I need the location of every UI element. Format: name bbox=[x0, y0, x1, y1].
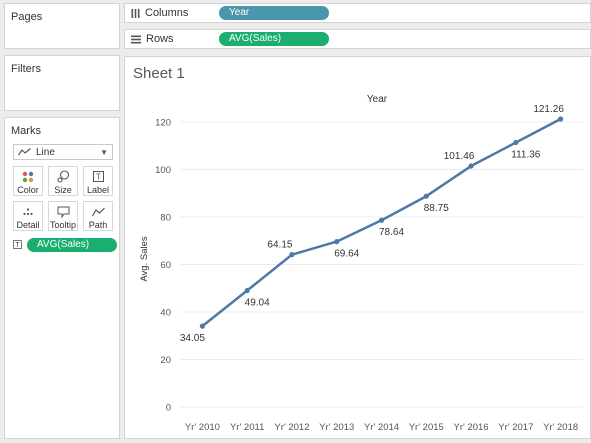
y-tick-label: 100 bbox=[155, 165, 171, 176]
marks-title: Marks bbox=[11, 125, 41, 137]
tooltip-button[interactable]: Tooltip bbox=[48, 201, 78, 231]
path-button[interactable]: Path bbox=[83, 201, 113, 231]
y-tick-label: 40 bbox=[160, 308, 171, 319]
label-icon: T bbox=[84, 169, 112, 184]
tooltip-icon bbox=[49, 204, 77, 219]
data-point[interactable] bbox=[558, 116, 564, 122]
y-tick-label: 20 bbox=[160, 355, 171, 366]
y-tick-label: 120 bbox=[155, 118, 171, 129]
detail-button[interactable]: Detail bbox=[13, 201, 43, 231]
data-point[interactable] bbox=[244, 287, 250, 294]
rows-shelf[interactable]: Rows AVG(Sales) bbox=[124, 29, 591, 49]
x-tick-label: Yr' 2017 bbox=[498, 422, 533, 433]
data-point[interactable] bbox=[513, 139, 519, 146]
label-button[interactable]: T Label bbox=[83, 166, 113, 196]
detail-button-label: Detail bbox=[16, 220, 40, 230]
columns-label-text: Columns bbox=[145, 7, 189, 19]
data-point[interactable] bbox=[199, 323, 205, 329]
rows-icon bbox=[131, 35, 141, 44]
data-point[interactable] bbox=[378, 217, 385, 223]
chevron-down-icon: ▼ bbox=[100, 147, 108, 157]
data-label: 111.36 bbox=[511, 150, 541, 161]
y-tick-label: 0 bbox=[166, 403, 171, 414]
mark-type-value: Line bbox=[36, 146, 55, 158]
year-column-pill[interactable]: Year bbox=[219, 6, 329, 20]
color-dots-icon bbox=[14, 169, 42, 184]
x-tick-label: Yr' 2016 bbox=[454, 422, 489, 433]
path-icon bbox=[84, 204, 112, 219]
data-label: 34.05 bbox=[180, 333, 205, 344]
y-tick-label: 60 bbox=[160, 260, 171, 271]
rows-shelf-label: Rows bbox=[131, 33, 174, 45]
x-tick-label: Yr' 2018 bbox=[543, 422, 578, 433]
x-tick-label: Yr' 2015 bbox=[409, 422, 444, 433]
y-axis-title: Avg. Sales bbox=[139, 236, 150, 281]
data-label: 101.46 bbox=[444, 151, 475, 162]
y-tick-label: 80 bbox=[160, 213, 171, 224]
detail-icon bbox=[14, 204, 42, 219]
label-type-icon: T bbox=[13, 240, 22, 249]
marks-label-field: T AVG(Sales) bbox=[13, 238, 117, 252]
mark-type-dropdown[interactable]: Line ▼ bbox=[13, 144, 113, 160]
filters-panel[interactable]: Filters bbox=[4, 55, 120, 111]
columns-shelf[interactable]: Columns Year bbox=[124, 3, 591, 23]
data-point[interactable] bbox=[289, 252, 295, 258]
chart-top-label: Year bbox=[367, 94, 388, 105]
columns-icon bbox=[131, 8, 140, 18]
line-mark-icon bbox=[18, 148, 32, 156]
data-point[interactable] bbox=[468, 163, 474, 169]
path-button-label: Path bbox=[88, 220, 108, 230]
x-tick-label: Yr' 2010 bbox=[185, 422, 220, 433]
color-button-label: Color bbox=[17, 185, 39, 195]
data-label: 78.64 bbox=[379, 227, 404, 238]
data-point[interactable] bbox=[334, 239, 340, 245]
size-button[interactable]: Size bbox=[48, 166, 78, 196]
x-tick-label: Yr' 2011 bbox=[230, 422, 264, 433]
avg-sales-row-pill[interactable]: AVG(Sales) bbox=[219, 32, 329, 46]
sheet-title: Sheet 1 bbox=[133, 65, 185, 82]
worksheet-view: Sheet 1 Year Avg. Sales 0 20 40 60 80 100 120 … bbox=[124, 56, 591, 439]
data-label: 64.15 bbox=[267, 240, 292, 251]
data-point[interactable] bbox=[423, 193, 429, 199]
size-icon bbox=[49, 169, 77, 184]
size-button-label: Size bbox=[54, 185, 72, 195]
tooltip-button-label: Tooltip bbox=[49, 220, 76, 230]
marks-card: Marks Line ▼ Color Size T bbox=[4, 117, 120, 439]
pages-title: Pages bbox=[11, 11, 43, 23]
rows-label-text: Rows bbox=[146, 33, 174, 45]
x-tick-label: Yr' 2013 bbox=[319, 422, 354, 433]
avg-sales-label-pill[interactable]: AVG(Sales) bbox=[27, 238, 117, 252]
columns-shelf-label: Columns bbox=[131, 7, 188, 19]
data-label: 121.26 bbox=[533, 104, 564, 115]
data-label: 88.75 bbox=[424, 203, 449, 214]
x-tick-label: Yr' 2012 bbox=[274, 422, 309, 433]
color-button[interactable]: Color bbox=[13, 166, 43, 196]
data-label: 49.04 bbox=[245, 298, 270, 309]
filters-title: Filters bbox=[11, 63, 41, 75]
label-button-label: Label bbox=[86, 185, 110, 195]
line-chart: Year Avg. Sales 0 20 40 60 80 100 120 Yr' 2010… bbox=[139, 94, 583, 433]
pages-panel[interactable]: Pages bbox=[4, 3, 120, 49]
data-label: 69.64 bbox=[334, 249, 359, 260]
x-tick-label: Yr' 2014 bbox=[364, 422, 399, 433]
svg-text:T: T bbox=[96, 173, 101, 182]
